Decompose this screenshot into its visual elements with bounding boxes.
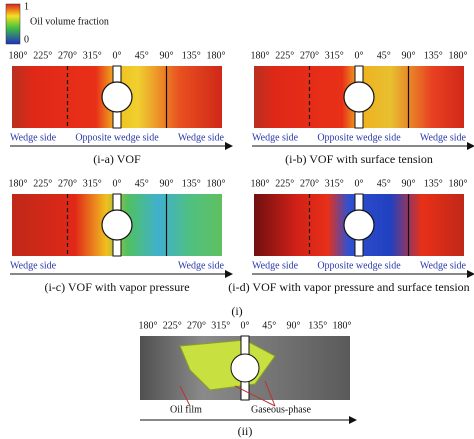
side-label: Wedge side bbox=[178, 132, 225, 143]
annotation: Gaseous-phase bbox=[251, 404, 312, 415]
pointer bbox=[179, 385, 191, 407]
side-label: Opposite wedge side bbox=[317, 132, 401, 143]
angle-label: 45° bbox=[135, 178, 149, 189]
angle-label: 225° bbox=[275, 50, 294, 61]
angle-label: 0° bbox=[241, 320, 250, 331]
photo-caption: (ii) bbox=[238, 424, 253, 438]
side-label: Wedge side bbox=[10, 260, 57, 271]
angle-label: 180° bbox=[207, 178, 226, 189]
angle-label: 180° bbox=[207, 50, 226, 61]
angle-label: 225° bbox=[33, 178, 52, 189]
angle-label: 135° bbox=[424, 178, 443, 189]
angle-label: 270° bbox=[58, 178, 77, 189]
angle-label: 315° bbox=[325, 50, 344, 61]
angle-label: 315° bbox=[211, 320, 230, 331]
angle-label: 270° bbox=[187, 320, 206, 331]
pointer bbox=[264, 380, 276, 407]
side-label: Wedge side bbox=[420, 132, 467, 143]
angle-label: 0° bbox=[355, 178, 364, 189]
angle-label: 0° bbox=[113, 50, 122, 61]
colorbar-max: 1 bbox=[24, 1, 29, 12]
angle-label: 225° bbox=[33, 50, 52, 61]
colorbar-label: Oil volume fraction bbox=[30, 16, 109, 27]
angle-label: 45° bbox=[377, 178, 391, 189]
angle-label: 180° bbox=[333, 320, 352, 331]
side-label: Opposite wedge side bbox=[75, 132, 159, 143]
angle-label: 90° bbox=[160, 50, 174, 61]
angle-label: 180° bbox=[9, 50, 28, 61]
angle-label: 135° bbox=[308, 320, 327, 331]
angle-label: 135° bbox=[182, 178, 201, 189]
angle-label: 315° bbox=[83, 178, 102, 189]
angle-label: 90° bbox=[402, 50, 416, 61]
panel-caption: (i-d) VOF with vapor pressure and surfac… bbox=[228, 280, 469, 294]
group-label: (i) bbox=[231, 304, 242, 318]
annotation: Oil film bbox=[170, 404, 202, 415]
angle-label: 90° bbox=[287, 320, 301, 331]
journal bbox=[343, 81, 375, 113]
angle-label: 45° bbox=[377, 50, 391, 61]
side-label: Wedge side bbox=[178, 260, 225, 271]
angle-label: 0° bbox=[355, 50, 364, 61]
panel-caption: (i-a) VOF bbox=[93, 152, 141, 166]
angle-label: 180° bbox=[139, 320, 158, 331]
angle-label: 180° bbox=[251, 178, 270, 189]
journal bbox=[343, 209, 375, 241]
side-label: Wedge side bbox=[252, 132, 299, 143]
side-label: Wedge side bbox=[252, 260, 299, 271]
pointer bbox=[234, 385, 276, 407]
angle-label: 315° bbox=[83, 50, 102, 61]
angle-label: 180° bbox=[251, 50, 270, 61]
side-label: Wedge side bbox=[10, 132, 57, 143]
panel-caption: (i-b) VOF with surface tension bbox=[285, 152, 433, 166]
angle-label: 225° bbox=[163, 320, 182, 331]
colorbar bbox=[5, 3, 21, 45]
angle-label: 315° bbox=[325, 178, 344, 189]
angle-label: 270° bbox=[300, 178, 319, 189]
angle-label: 270° bbox=[58, 50, 77, 61]
colorbar-min: 0 bbox=[24, 34, 29, 45]
angle-label: 180° bbox=[449, 50, 468, 61]
side-label: Opposite wedge side bbox=[317, 260, 401, 271]
angle-label: 270° bbox=[300, 50, 319, 61]
angle-label: 225° bbox=[275, 178, 294, 189]
angle-label: 90° bbox=[160, 178, 174, 189]
angle-label: 180° bbox=[9, 178, 28, 189]
panel-caption: (i-c) VOF with vapor pressure bbox=[44, 280, 189, 294]
angle-label: 45° bbox=[262, 320, 276, 331]
angle-label: 135° bbox=[182, 50, 201, 61]
angle-label: 0° bbox=[113, 178, 122, 189]
side-label: Wedge side bbox=[420, 260, 467, 271]
angle-label: 90° bbox=[402, 178, 416, 189]
angle-label: 135° bbox=[424, 50, 443, 61]
journal bbox=[230, 353, 260, 383]
journal bbox=[101, 81, 133, 113]
angle-label: 45° bbox=[135, 50, 149, 61]
angle-label: 180° bbox=[449, 178, 468, 189]
journal bbox=[101, 209, 133, 241]
